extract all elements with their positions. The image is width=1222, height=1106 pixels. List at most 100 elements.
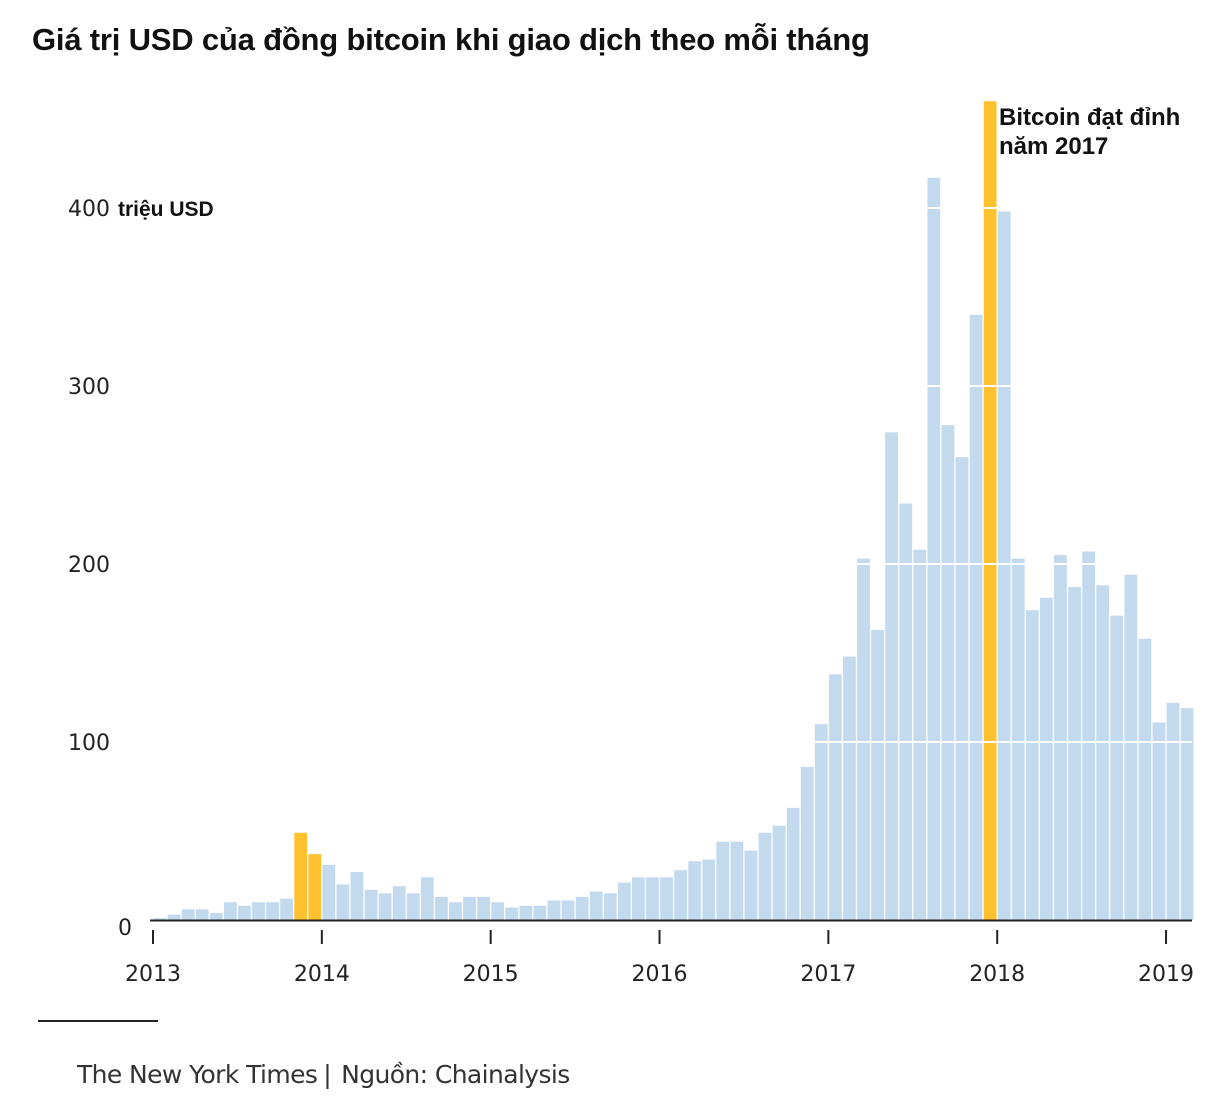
footer-rule [38,1020,158,1022]
bar [252,902,265,920]
footer-separator: | [323,1060,332,1089]
bar [364,889,378,920]
y-unit-label: triệu USD [118,198,214,221]
bar [1138,638,1152,920]
highlight-bar [983,101,997,920]
footer-source: Nguồn: Chainalysis [341,1060,570,1089]
bar [392,886,406,920]
bar [758,832,772,920]
bar [589,891,603,920]
bar [1152,722,1166,920]
bar [167,914,181,920]
bar [969,314,983,920]
chart-title: Giá trị USD của đồng bitcoin khi giao dị… [32,22,870,57]
bar [491,902,505,920]
y-tick-label: 100 [68,731,110,756]
bar [786,807,800,920]
x-tick-label: 2014 [294,962,350,987]
bar [941,425,955,920]
bar [406,893,420,920]
bar [238,905,251,920]
bar [1082,551,1096,920]
bar [927,177,941,921]
bar [1011,558,1025,920]
bar [519,905,533,920]
bar [828,674,842,920]
bar [674,870,687,920]
bar [575,896,589,920]
bar-chart: 2013 2014 2015 2016 2017 2018 2019 0 100 200 300 4… [68,101,1194,987]
bar [1068,587,1081,920]
bar [997,211,1011,920]
bar [688,861,702,920]
footer-publisher: The New York Times [77,1060,318,1089]
bar [885,432,899,920]
bar [772,825,786,920]
bar [533,905,547,920]
y-tick-label: 200 [68,553,110,578]
highlight-bar [294,832,308,920]
bar [814,724,828,920]
bar [646,877,659,920]
bar [350,871,364,920]
bar [1054,555,1067,920]
bar [716,841,730,920]
bar [420,877,434,920]
bar [857,558,870,920]
bar [631,877,645,920]
bar [800,766,814,920]
bar [463,896,476,920]
x-tick-label: 2018 [969,962,1025,987]
bar [561,900,575,920]
highlight-bar [308,854,322,920]
bar [1025,610,1039,920]
bar [280,898,294,920]
bar [378,893,392,920]
y-tick-label: 300 [68,375,110,400]
bar [603,893,617,920]
bar [843,656,856,920]
bar [730,841,744,920]
bar [505,907,519,920]
annotation-text: Bitcoin đạt đỉnh [999,104,1180,131]
bar [955,457,969,920]
bar [336,884,350,920]
bar [153,918,167,920]
x-tick-label: 2017 [800,962,856,987]
bar [209,912,223,920]
bar [1110,615,1124,920]
footer: The New York Times | Nguồn: Chainalysis [77,1060,570,1089]
bar [660,877,673,920]
bar [1096,585,1110,920]
bar [1124,574,1138,920]
bar [477,896,491,920]
annotation-text: năm 2017 [999,133,1108,160]
x-tick-label: 2016 [632,962,688,987]
bar [435,896,448,920]
x-tick-label: 2015 [463,962,519,987]
bar [702,859,716,920]
x-tick-label: 2013 [125,962,181,987]
bar [744,850,758,920]
bar [617,882,631,920]
bar [899,503,913,920]
bar [266,902,279,920]
bar [547,900,561,920]
bar [449,902,462,920]
bar [181,909,195,920]
bar [322,864,336,920]
bar [1040,597,1053,920]
bar [1166,702,1180,920]
bar [871,629,884,920]
y-tick-label: 0 [118,916,132,941]
bar [1180,708,1194,920]
x-tick-label: 2019 [1138,962,1194,987]
gridlines-group [152,207,1192,743]
y-tick-label: 400 [68,197,110,222]
bar [913,549,927,920]
bar [223,902,237,920]
y-axis-labels: 0 100 200 300 400 triệu USD [68,197,214,941]
x-axis: 2013 2014 2015 2016 2017 2018 2019 [125,919,1194,987]
bars-group [153,101,1194,921]
